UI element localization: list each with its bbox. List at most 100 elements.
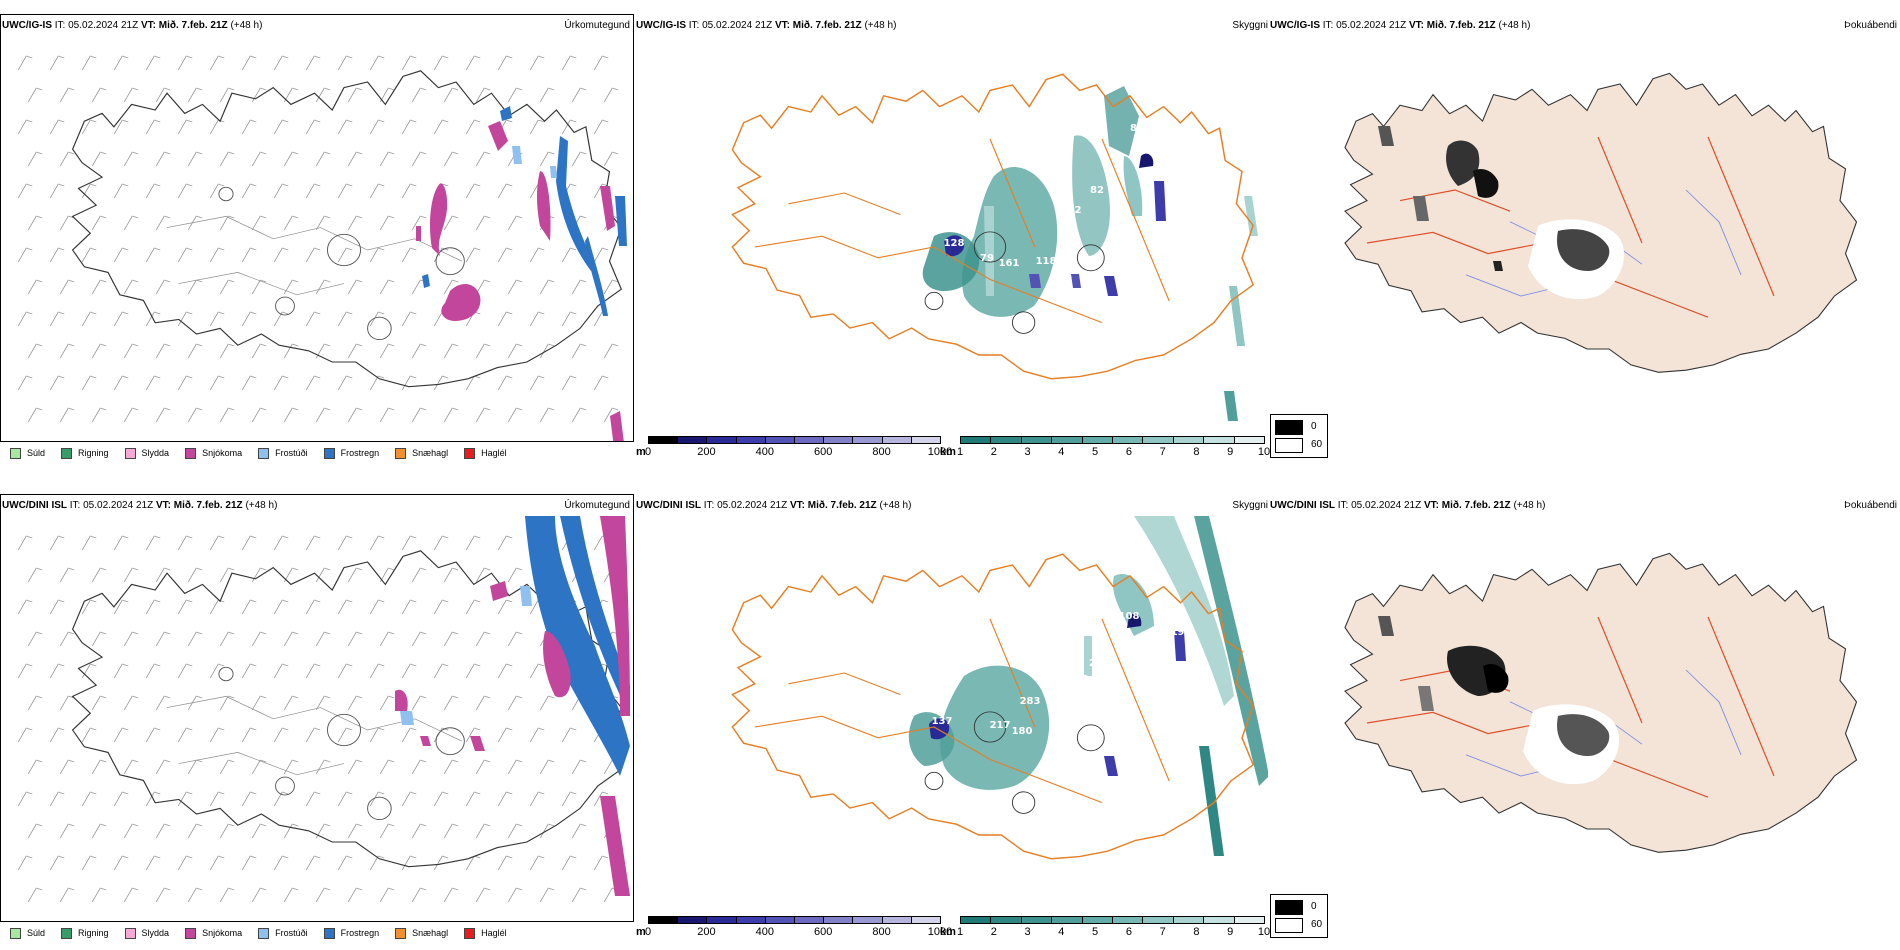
colorbar-segment (648, 916, 679, 924)
legend-item: Slydda (124, 447, 169, 459)
fog-legend-row1: 0 60 (1270, 414, 1328, 458)
colorbar-segment (823, 436, 854, 444)
colorbar-tick: 600 (814, 926, 833, 938)
fog-panel-row1: UWC/IG-IS IT: 05.02.2024 21Z VT: Mið. 7.… (1268, 14, 1900, 464)
colorbar-tick: 3 (1024, 446, 1031, 458)
legend-item: Haglél (464, 447, 507, 459)
colorbar-tick: 600 (814, 446, 833, 458)
cloud-base-label: 122 (1056, 724, 1077, 735)
ceiling-colorbar-row2: m 0 200 400 600 800 1000 (636, 916, 952, 940)
colorbar-segment (706, 916, 737, 924)
panel-title: Úrkomutegund (564, 500, 630, 511)
panel-title: Skyggni (1232, 500, 1268, 511)
legend-item: Frostregn (323, 447, 379, 459)
colorbar-segment (1081, 916, 1113, 924)
legend-item: Rigning (61, 447, 109, 459)
ceiling-areas (944, 153, 1166, 296)
fog-panel-row2: UWC/DINI ISL IT: 05.02.2024 21Z VT: Mið.… (1268, 494, 1900, 944)
colorbar-segment (910, 916, 941, 924)
cloud-base-label: 82 (1090, 185, 1104, 196)
precip-legend: Súld Rigning Slydda Snjókoma Frostúði Fr… (0, 921, 634, 944)
ceiling-unit: m (636, 446, 646, 458)
colorbar-tick: 2 (990, 446, 997, 458)
colorbar-segment (1081, 436, 1113, 444)
colorbar-segment (1142, 916, 1174, 924)
colorbar-tick: 0 (644, 926, 652, 938)
colorbar-tick: 9 (1227, 926, 1234, 938)
colorbar-tick: 10 (1257, 926, 1271, 938)
panel-header: UWC/DINI ISL IT: 05.02.2024 21Z VT: Mið.… (1270, 500, 1546, 511)
colorbar-segment (1051, 436, 1083, 444)
colorbar-tick: 800 (872, 926, 891, 938)
colorbar-segment (881, 436, 912, 444)
cloud-base-label: 68 (1151, 166, 1165, 177)
legend-item: Snjókoma (185, 447, 242, 459)
colorbar-segment (794, 916, 825, 924)
legend-item: Frostúði (258, 447, 308, 459)
fog-map (1344, 552, 1858, 853)
cloud-base-label: 128 (944, 238, 965, 249)
cloud-base-label: 148 (1104, 268, 1125, 279)
colorbar-segment (735, 916, 766, 924)
legend-item: Frostúði (258, 927, 308, 939)
precip-map (17, 55, 627, 442)
panel-header: UWC/IG-IS IT: 05.02.2024 21Z VT: Mið. 7.… (1270, 20, 1531, 31)
colorbar-segment (990, 436, 1022, 444)
colorbar-tick: 2 (990, 926, 997, 938)
colorbar-tick: 6 (1125, 446, 1132, 458)
colorbar-segment (677, 436, 708, 444)
cloud-base-label: 197 (1171, 627, 1192, 638)
ceiling-areas (929, 613, 1186, 776)
snow-areas (395, 516, 630, 896)
colorbar-segment (677, 916, 708, 924)
colorbar-tick: 5 (1092, 926, 1099, 938)
visibility-unit: km (940, 446, 956, 458)
panel-title: Skyggni (1232, 20, 1268, 31)
legend-item: Snæhagl (395, 447, 448, 459)
colorbar-segment (960, 916, 992, 924)
colorbar-segment (706, 436, 737, 444)
visibility-colorbar-row2: km 1 2 3 4 5 6 7 8 9 10 (940, 916, 1270, 940)
colorbar-tick: 8 (1193, 926, 1200, 938)
cloud-base-label: 283 (1020, 696, 1041, 707)
panel-title: Þokuábendi (1844, 20, 1897, 31)
cloud-base-label: 87 (1130, 123, 1144, 134)
visibility-colorbar-row1: km 1 2 3 4 5 6 7 8 9 10 (940, 436, 1270, 460)
colorbar-tick: 4 (1058, 446, 1065, 458)
panel-header: UWC/DINI ISL IT: 05.02.2024 21Z VT: Mið.… (636, 500, 912, 511)
panel-header: UWC/IG-IS IT: 05.02.2024 21Z VT: Mið. 7.… (636, 20, 897, 31)
colorbar-segment (990, 916, 1022, 924)
colorbar-tick: 8 (1193, 446, 1200, 458)
colorbar-segment (1112, 916, 1144, 924)
ceiling-unit: m (636, 926, 646, 938)
cloud-base-label: 161 (999, 258, 1020, 269)
cloud-base-label: 352 (1061, 205, 1082, 216)
colorbar-segment (1233, 436, 1265, 444)
precip-type-panel-row2: UWC/DINI ISL IT: 05.02.2024 21Z VT: Mið.… (0, 494, 634, 944)
snow-areas (416, 121, 624, 442)
colorbar-segment (852, 436, 883, 444)
cloud-base-label: 143 (1119, 732, 1140, 743)
colorbar-segment (1172, 916, 1205, 924)
colorbar-segment (1203, 916, 1235, 924)
colorbar-tick: 200 (697, 446, 716, 458)
colorbar-segment (1051, 916, 1083, 924)
colorbar-segment (852, 916, 883, 924)
legend-item: Snæhagl (395, 927, 448, 939)
colorbar-tick: 7 (1159, 446, 1166, 458)
colorbar-segment (1020, 916, 1053, 924)
colorbar-segment (1203, 436, 1235, 444)
colorbar-segment (960, 436, 992, 444)
colorbar-segment (910, 436, 941, 444)
precip-legend: Súld Rigning Slydda Snjókoma Frostúði Fr… (0, 441, 634, 464)
colorbar-tick: 7 (1159, 926, 1166, 938)
cloud-base-label: 455 (1202, 176, 1223, 187)
colorbar-tick: 1 (956, 926, 964, 938)
legend-item: Súld (10, 927, 45, 939)
cloud-base-label: 217 (990, 720, 1011, 731)
legend-item: Rigning (61, 927, 109, 939)
colorbar-tick: 200 (697, 926, 716, 938)
colorbar-tick: 5 (1092, 446, 1099, 458)
freezing-rain-areas (422, 106, 627, 316)
